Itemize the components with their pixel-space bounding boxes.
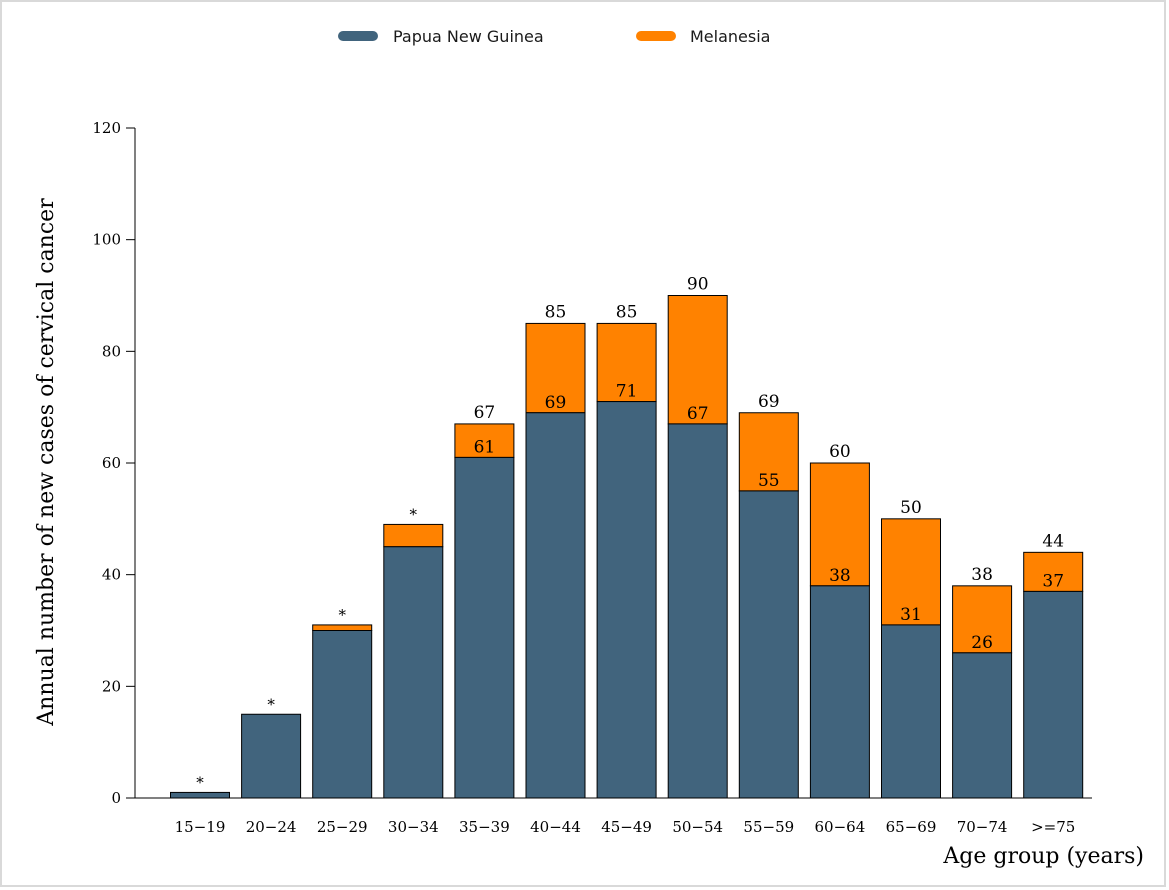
x-axis-title: Age group (years) xyxy=(942,844,1144,869)
bar-melanesia xyxy=(384,524,443,546)
x-tick-label: 40−44 xyxy=(530,818,581,836)
y-tick-label: 60 xyxy=(102,454,121,472)
x-tick-label: 20−24 xyxy=(246,818,297,836)
bar-png-label: 67 xyxy=(687,404,709,424)
bar-png-label: 26 xyxy=(971,633,993,653)
bar-papua-new-guinea xyxy=(597,402,656,798)
bar-papua-new-guinea xyxy=(810,586,869,798)
y-tick-label: 0 xyxy=(111,789,121,807)
y-axis: 0 20 40 60 80 100 120 xyxy=(92,119,135,807)
bar-papua-new-guinea xyxy=(526,413,585,798)
x-tick-label: >=75 xyxy=(1031,818,1075,836)
bar-png-label: 61 xyxy=(474,437,496,457)
x-axis: 15−19 20−24 25−29 30−34 35−39 40−44 45−49 50−54… xyxy=(135,798,1092,836)
bar-papua-new-guinea xyxy=(1024,591,1083,798)
bar-total-label: * xyxy=(196,773,204,791)
legend-label-papua-new-guinea: Papua New Guinea xyxy=(393,27,544,46)
bar-papua-new-guinea xyxy=(171,792,230,798)
y-tick-label: 20 xyxy=(102,677,121,695)
bar-papua-new-guinea xyxy=(882,625,941,798)
bar-papua-new-guinea xyxy=(953,653,1012,798)
bar-total-label: 50 xyxy=(900,498,922,518)
bar-papua-new-guinea xyxy=(242,714,301,798)
x-tick-label: 65−69 xyxy=(886,818,937,836)
bar-png-label: 69 xyxy=(545,393,567,413)
x-tick-label: 50−54 xyxy=(672,818,723,836)
bar-total-label: 90 xyxy=(687,275,709,295)
bar-png-label: 31 xyxy=(900,605,922,625)
legend: Papua New Guinea Melanesia xyxy=(338,27,770,46)
bar-papua-new-guinea xyxy=(739,491,798,798)
bar-papua-new-guinea xyxy=(455,457,514,798)
x-tick-label: 55−59 xyxy=(743,818,794,836)
x-tick-label: 15−19 xyxy=(175,818,226,836)
x-tick-label: 25−29 xyxy=(317,818,368,836)
bar-total-label: * xyxy=(410,505,418,523)
y-axis-title: Annual number of new cases of cervical c… xyxy=(34,198,59,727)
x-tick-label: 70−74 xyxy=(957,818,1008,836)
y-tick-label: 40 xyxy=(102,566,121,584)
bar-total-label: 60 xyxy=(829,442,851,462)
x-tick-label: 35−39 xyxy=(459,818,510,836)
legend-swatch-melanesia xyxy=(636,31,676,41)
bar-png-label: 38 xyxy=(829,566,851,586)
legend-label-melanesia: Melanesia xyxy=(690,27,770,46)
bar-total-label: 85 xyxy=(545,302,567,322)
y-tick-label: 80 xyxy=(102,342,121,360)
bar-papua-new-guinea xyxy=(668,424,727,798)
bar-total-label: 85 xyxy=(616,302,638,322)
bar-total-label: 44 xyxy=(1042,531,1064,551)
x-tick-label: 60−64 xyxy=(815,818,866,836)
bar-melanesia xyxy=(313,625,372,631)
bar-papua-new-guinea xyxy=(384,547,443,798)
bar-total-label: 67 xyxy=(474,403,496,423)
x-tick-label: 45−49 xyxy=(601,818,652,836)
y-tick-label: 120 xyxy=(92,119,121,137)
y-tick-label: 100 xyxy=(92,231,121,249)
x-tick-label: 30−34 xyxy=(388,818,439,836)
bar-png-label: 71 xyxy=(616,382,638,402)
bar-total-label: 69 xyxy=(758,392,780,412)
bar-papua-new-guinea xyxy=(313,631,372,799)
bars: * * * * 67 61 85 69 85 71 90 67 69 55 60 38 50 31 38 26 44 37 xyxy=(171,275,1083,799)
bar-png-label: 37 xyxy=(1042,571,1064,591)
bar-total-label: * xyxy=(267,695,275,713)
bar-total-label: * xyxy=(338,606,346,624)
bar-total-label: 38 xyxy=(971,565,993,585)
legend-swatch-papua-new-guinea xyxy=(338,31,378,41)
bar-png-label: 55 xyxy=(758,471,780,491)
